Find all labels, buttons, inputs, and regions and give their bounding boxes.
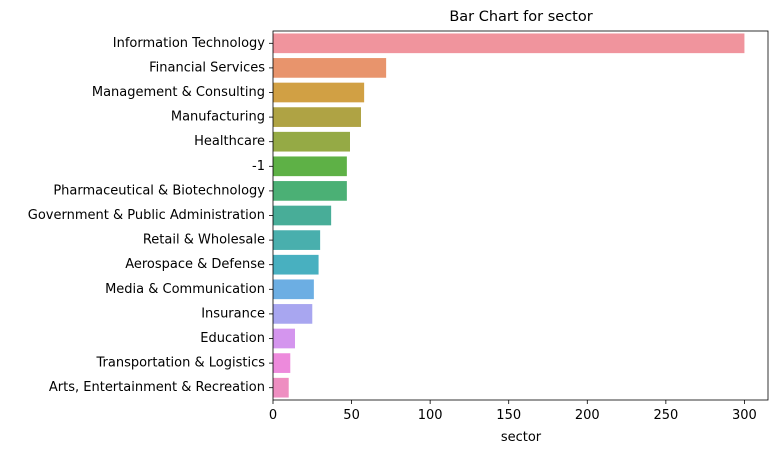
- y-tick-label: Healthcare: [194, 134, 265, 149]
- chart-title: Bar Chart for sector: [449, 9, 592, 25]
- y-tick-label: Aerospace & Defense: [125, 257, 265, 272]
- x-tick-label: 250: [653, 408, 678, 423]
- bar-7: [273, 205, 332, 226]
- plot-border: [272, 30, 769, 401]
- bar-12: [273, 328, 295, 349]
- bar-11: [273, 304, 313, 324]
- bar-9: [273, 254, 319, 275]
- x-tick-label: 300: [732, 408, 757, 423]
- x-tick-label: 50: [343, 408, 360, 423]
- y-tick-label: Media & Communication: [105, 282, 265, 297]
- x-tick-label: 100: [418, 408, 443, 423]
- y-tick-label: Transportation & Logistics: [95, 356, 265, 371]
- x-tick-label: 150: [496, 408, 521, 423]
- bar-8: [273, 230, 321, 250]
- bar-0: [273, 33, 745, 54]
- bar-1: [273, 58, 387, 78]
- y-tick-label: Education: [200, 331, 265, 346]
- y-tick-label: Arts, Entertainment & Recreation: [49, 380, 265, 395]
- y-tick-label: Insurance: [201, 306, 265, 321]
- y-tick-label: -1: [252, 159, 265, 174]
- bar-14: [273, 377, 289, 398]
- x-axis-ticks: 0 50 100 150 200 250 300: [269, 400, 757, 423]
- bar-2: [273, 82, 365, 103]
- bar-5: [273, 156, 347, 177]
- y-tick-label: Financial Services: [149, 60, 265, 75]
- y-tick-label: Information Technology: [113, 36, 266, 51]
- y-tick-label: Retail & Wholesale: [143, 233, 265, 248]
- x-axis-label: sector: [501, 430, 542, 445]
- bar-4: [273, 131, 350, 152]
- bars-layer: [273, 33, 745, 398]
- bar-3: [273, 107, 361, 127]
- x-tick-label: 200: [575, 408, 600, 423]
- plot-frame: [272, 30, 769, 401]
- bar-6: [273, 181, 347, 201]
- y-axis-ticks: Information Technology Financial Services…: [28, 36, 273, 395]
- x-tick-label: 0: [269, 408, 277, 423]
- y-tick-label: Government & Public Administration: [28, 208, 265, 223]
- bar-13: [273, 353, 291, 373]
- y-tick-label: Management & Consulting: [92, 85, 265, 100]
- bar-10: [273, 279, 314, 300]
- y-tick-label: Pharmaceutical & Biotechnology: [53, 183, 265, 198]
- y-tick-label: Manufacturing: [171, 110, 265, 125]
